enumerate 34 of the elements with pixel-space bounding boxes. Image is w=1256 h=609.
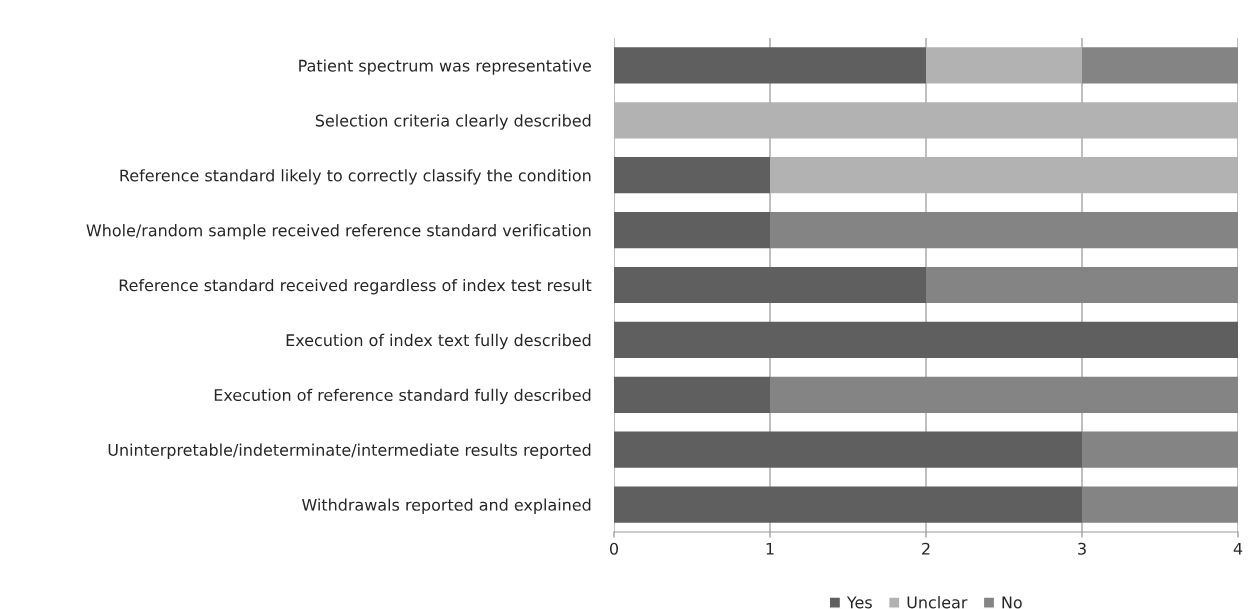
y-tick-label: Reference standard received regardless of index test result — [119, 278, 592, 295]
legend-label: Unclear — [907, 596, 968, 609]
bar — [1082, 47, 1238, 84]
bar — [926, 47, 1082, 84]
bar — [614, 486, 1082, 523]
bar — [614, 266, 926, 304]
y-tick-label: Execution of reference standard fully described — [214, 388, 591, 405]
bar — [614, 212, 770, 249]
bar — [614, 102, 1238, 139]
bar — [770, 376, 1238, 413]
legend-label: No — [1002, 596, 1022, 609]
bar — [614, 376, 770, 413]
x-tick-label: 2 — [922, 542, 930, 555]
bar — [770, 157, 1238, 194]
y-tick-label: Patient spectrum was representative — [299, 59, 591, 75]
bar — [926, 266, 1238, 304]
bar — [614, 431, 1082, 468]
bar — [1082, 431, 1238, 468]
bar — [614, 157, 770, 194]
bar — [770, 212, 1238, 249]
x-tick-label: 0 — [609, 542, 619, 555]
x-tick-label: 3 — [1078, 542, 1086, 555]
bar — [1082, 486, 1238, 523]
y-tick-label: Whole/random sample received reference standard verification — [86, 224, 591, 240]
y-tick-label: Uninterpretable/indeterminate/intermediate results reported — [108, 443, 591, 460]
y-tick-label: Withdrawals reported and explained — [302, 498, 591, 514]
x-tick-label: 4 — [1233, 542, 1243, 555]
bar — [614, 321, 1238, 358]
y-tick-label: Reference standard likely to correctly classify the condition — [120, 169, 591, 185]
legend-label: Yes — [846, 596, 872, 609]
x-tick-label: 1 — [766, 542, 774, 555]
y-tick-label: Selection criteria clearly described — [315, 114, 591, 130]
y-tick-label: Execution of index text fully described — [286, 333, 591, 350]
bar — [614, 47, 926, 84]
